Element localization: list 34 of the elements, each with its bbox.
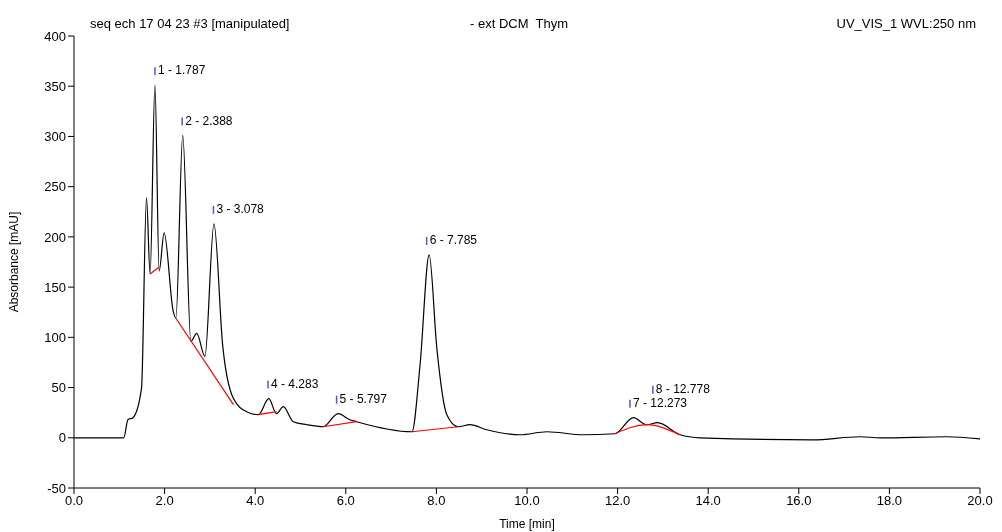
annotation: 8 - 12.778: [655, 381, 711, 396]
annotation: 3 - 3.078: [216, 202, 265, 216]
x-tick-label: 6.0: [336, 493, 355, 509]
annotation: 2 - 2.388: [185, 113, 233, 128]
y-tick-label: 200: [44, 229, 66, 245]
annotation: 1 - 1.787: [157, 63, 206, 78]
y-tick-label: 100: [44, 329, 66, 345]
y-tick-label: 0: [58, 430, 66, 446]
x-axis-title: Time [min]: [499, 517, 555, 531]
x-tick-label: 2.0: [155, 493, 174, 509]
y-tick-label: 300: [44, 129, 66, 145]
x-tick-label: 8.0: [427, 493, 446, 509]
chart-title: seq ech 17 04 23 #3 [manipulated]: [90, 16, 290, 31]
x-tick-label: 10.0: [514, 493, 540, 509]
x-tick-label: 14.0: [695, 493, 721, 509]
x-tick-label: 16.0: [786, 493, 812, 509]
y-tick-label: 250: [44, 179, 66, 195]
y-tick-label: -50: [47, 480, 66, 496]
y-tick-label: 350: [44, 78, 66, 94]
x-tick-label: 12.0: [604, 493, 631, 509]
y-tick-label: 50: [51, 380, 66, 396]
x-tick-label: 4.0: [246, 493, 265, 509]
x-tick-label: 20.0: [967, 493, 993, 509]
annotation: 7 - 12.273: [632, 395, 688, 410]
y-tick-label: 400: [44, 28, 66, 44]
y-tick-label: 150: [44, 279, 66, 295]
text: UV_VIS_1 WVL:250 nm: [836, 16, 976, 31]
annotation: 4 - 4.283: [271, 376, 319, 391]
annotation: 5 - 5.797: [339, 391, 388, 406]
x-tick-label: 0.0: [64, 493, 84, 509]
y-axis-title: Absorbance [mAU]: [7, 211, 22, 313]
chart-subtitle: - ext DCM Thym: [470, 16, 568, 31]
annotation: 6 - 7.785: [429, 233, 478, 248]
x-tick-label: 18.0: [876, 493, 903, 509]
